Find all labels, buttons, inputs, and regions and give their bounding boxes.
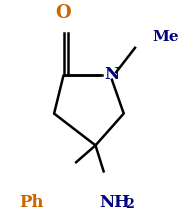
Text: Me: Me [152, 30, 179, 44]
Text: NH: NH [99, 194, 130, 211]
Text: N: N [104, 66, 119, 83]
Text: 2: 2 [125, 198, 134, 211]
Text: O: O [56, 4, 71, 22]
Text: Ph: Ph [19, 194, 44, 211]
